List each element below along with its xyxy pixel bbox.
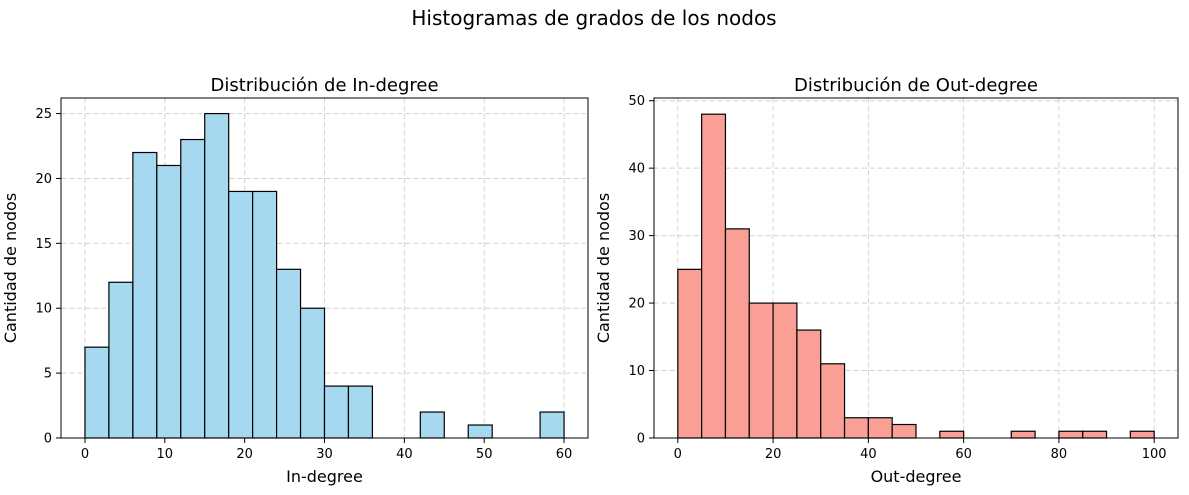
histogram-bar (867, 417, 893, 439)
histogram-bar (748, 302, 774, 439)
histogram-bar (275, 268, 302, 439)
histogram-bar (1129, 430, 1155, 439)
histogram-bar (84, 346, 110, 439)
x-tick-label: 30 (316, 447, 333, 462)
figure-suptitle: Histogramas de grados de los nodos (411, 6, 776, 30)
y-tick-label: 0 (637, 432, 645, 447)
y-tick-label: 5 (44, 367, 52, 382)
y-tick-label: 50 (628, 94, 645, 109)
histogram-bar (1058, 430, 1084, 439)
y-axis-label: Cantidad de nodos (1, 193, 20, 343)
y-tick-label: 40 (628, 162, 645, 177)
panel-title: Distribución de In-degree (210, 75, 438, 96)
x-tick-label: 80 (1051, 447, 1068, 462)
histogram-panel-out: 0 20 40 60 80 100 0 10 20 30 40 50 Distribución de O… (594, 75, 1179, 486)
histogram-bar (108, 281, 134, 439)
histogram-bar (299, 307, 326, 439)
y-tick-label: 20 (628, 297, 645, 312)
histogram-bar (539, 411, 565, 439)
histogram-bar (796, 329, 822, 439)
panel-title: Distribución de Out-degree (794, 75, 1038, 96)
histogram-bar (939, 430, 965, 439)
x-tick-label: 10 (157, 447, 174, 462)
histogram-bar (677, 268, 703, 439)
histogram-bar (132, 151, 158, 439)
x-tick-label: 60 (955, 447, 972, 462)
x-axis-label: In-degree (286, 467, 363, 486)
histogram-bar (772, 302, 798, 439)
plot-frame (653, 97, 1179, 439)
y-axis-label: Cantidad de nodos (594, 193, 613, 343)
x-tick-label: 40 (396, 447, 413, 462)
histogram-bar (843, 417, 869, 439)
y-tick-label: 10 (628, 364, 645, 379)
y-tick-label: 20 (35, 172, 52, 187)
histogram-bar (204, 112, 230, 439)
x-axis-label: Out-degree (871, 467, 962, 486)
histogram-bar (419, 411, 445, 439)
histogram-bar (891, 423, 917, 439)
x-tick-label: 60 (556, 447, 573, 462)
histogram-bar (467, 424, 493, 439)
x-tick-label: 20 (765, 447, 782, 462)
histogram-bar (156, 164, 182, 439)
x-tick-label: 0 (674, 447, 682, 462)
x-tick-label: 20 (236, 447, 253, 462)
x-tick-label: 40 (860, 447, 877, 462)
histogram-bar (252, 190, 278, 439)
histogram-bar (724, 228, 750, 439)
x-tick-label: 0 (81, 447, 89, 462)
x-tick-label: 100 (1142, 447, 1167, 462)
histogram-panel-in: 0 10 20 30 40 50 60 0 5 10 15 20 25 Distribución de I… (1, 75, 589, 486)
y-tick-label: 25 (35, 107, 52, 122)
histogram-bar (347, 385, 374, 439)
histogram-bar (323, 385, 350, 439)
y-tick-label: 30 (628, 229, 645, 244)
x-tick-label: 50 (476, 447, 493, 462)
histogram-bar (1010, 430, 1036, 439)
y-tick-label: 0 (44, 432, 52, 447)
histogram-bar (228, 190, 254, 439)
histogram-bar (701, 113, 727, 439)
histogram-bar (180, 138, 206, 439)
histogram-bar (820, 363, 846, 439)
histogram-bar (1082, 430, 1108, 439)
y-tick-label: 15 (35, 237, 52, 252)
y-tick-label: 10 (35, 302, 52, 317)
